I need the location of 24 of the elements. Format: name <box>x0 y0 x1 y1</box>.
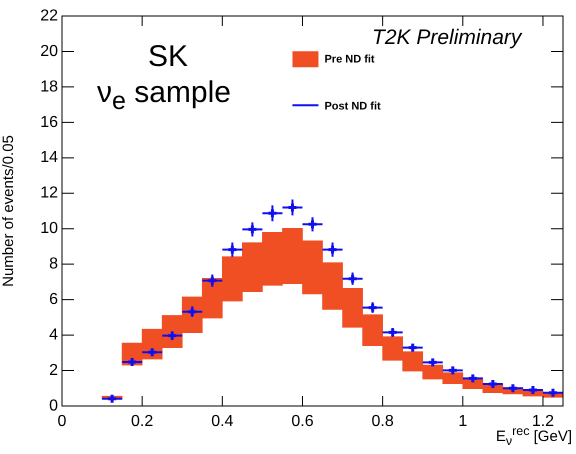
y-tick-label: 14 <box>40 149 58 166</box>
legend-label: Pre ND fit <box>324 53 375 66</box>
y-tick-label: 18 <box>40 78 58 96</box>
y-tick-label: 22 <box>40 7 58 24</box>
y-tick-label: 0 <box>49 397 58 414</box>
x-tick-label: 1 <box>458 413 468 430</box>
annotation: SK <box>148 40 188 74</box>
x-tick-label: 0.8 <box>372 413 394 430</box>
x-tick-label: 0.4 <box>211 413 234 430</box>
annotation: T2K Preliminary <box>372 26 522 50</box>
annotation: ν$_{e}$ sample <box>97 76 231 116</box>
legend-label: Post ND fit <box>324 100 382 112</box>
y-tick-label: 6 <box>49 291 58 308</box>
y-tick-label: 2 <box>49 362 58 379</box>
y-tick-label: 8 <box>49 256 58 273</box>
y-tick-label: 12 <box>40 184 58 202</box>
x-tick-label: 1.2 <box>532 413 554 430</box>
y-tick-label: 20 <box>40 42 58 60</box>
x-tick-label: 0.2 <box>131 413 154 430</box>
x-tick-label: 0.6 <box>291 413 314 430</box>
y-axis-title: Number of events/0.05 <box>0 135 18 287</box>
y-tick-label: 16 <box>40 114 58 131</box>
y-tick-label: 10 <box>40 220 58 238</box>
y-tick-label: 4 <box>49 326 58 344</box>
